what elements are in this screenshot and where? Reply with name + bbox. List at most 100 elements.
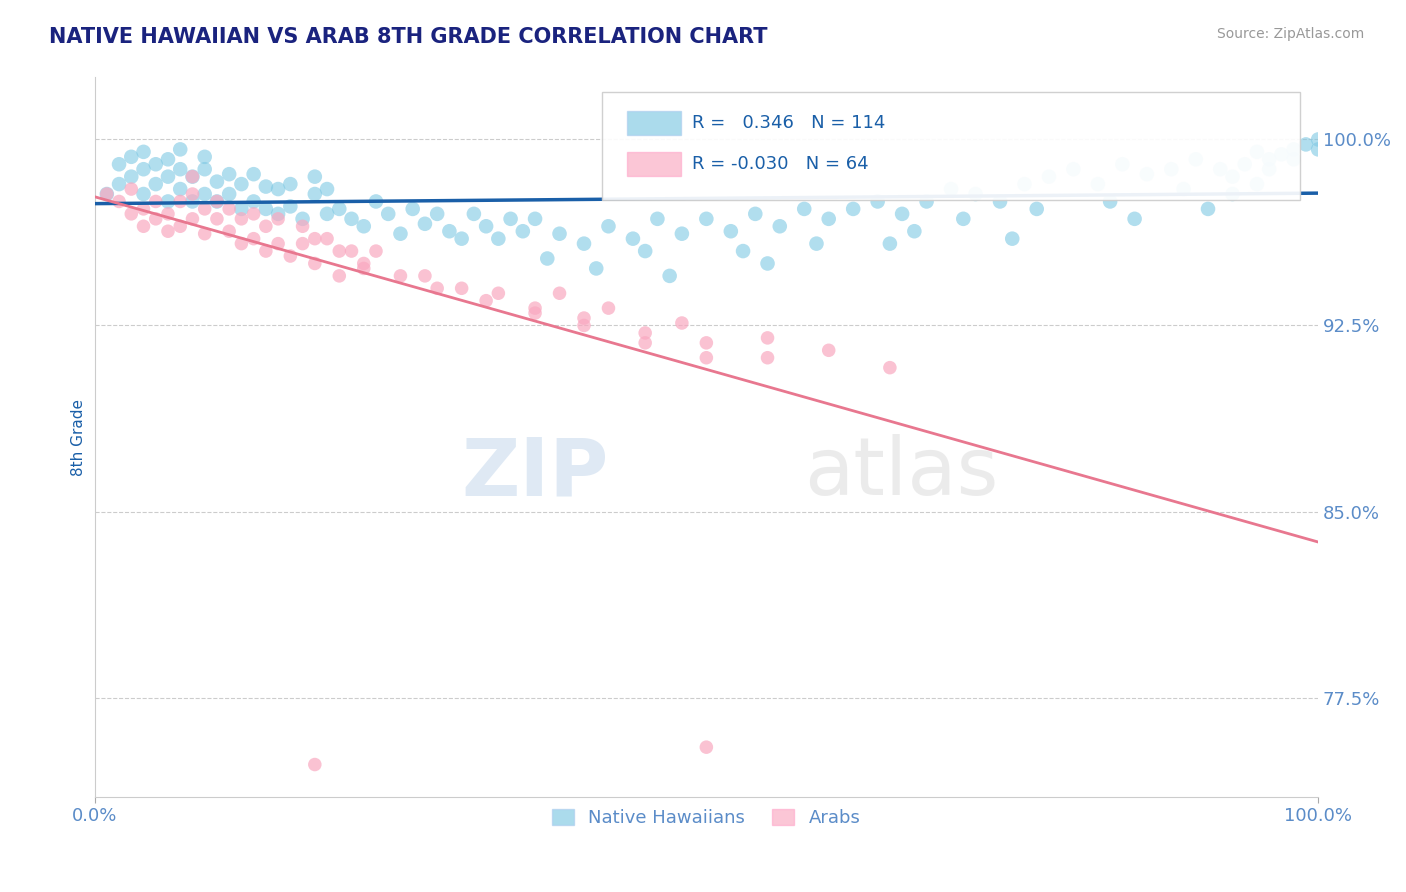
Point <box>304 187 326 202</box>
Point <box>499 211 522 226</box>
Point <box>756 331 779 345</box>
Point <box>1014 177 1036 191</box>
Point <box>267 207 290 221</box>
Point <box>194 202 217 216</box>
Legend: Native Hawaiians, Arabs: Native Hawaiians, Arabs <box>546 802 868 835</box>
Point <box>1136 167 1159 181</box>
Point <box>1001 232 1024 246</box>
FancyBboxPatch shape <box>602 92 1299 200</box>
Point <box>402 202 425 216</box>
Y-axis label: 8th Grade: 8th Grade <box>72 399 86 475</box>
Point <box>205 211 228 226</box>
Point <box>1258 153 1281 167</box>
Point <box>389 268 412 283</box>
Point <box>316 207 339 221</box>
Point <box>377 207 399 221</box>
Point <box>1308 132 1330 146</box>
Point <box>328 268 350 283</box>
Point <box>145 157 167 171</box>
Point <box>291 219 314 234</box>
Point <box>218 224 240 238</box>
Point <box>254 179 277 194</box>
Point <box>218 167 240 181</box>
Point <box>205 194 228 209</box>
Point <box>1160 162 1182 177</box>
Point <box>426 281 449 295</box>
Point <box>598 301 620 315</box>
Point <box>634 326 657 340</box>
Point <box>231 177 253 191</box>
Point <box>254 202 277 216</box>
Point <box>621 232 644 246</box>
Point <box>879 360 901 375</box>
Point <box>156 153 179 167</box>
Point <box>242 207 264 221</box>
Point <box>280 177 302 191</box>
Point <box>328 202 350 216</box>
Point <box>536 252 558 266</box>
Point <box>169 142 191 156</box>
Point <box>1099 194 1122 209</box>
Point <box>218 202 240 216</box>
Text: R =   0.346   N = 114: R = 0.346 N = 114 <box>692 114 884 132</box>
Point <box>817 211 839 226</box>
Point <box>1173 182 1195 196</box>
Point <box>585 261 607 276</box>
Point <box>915 194 938 209</box>
Point <box>181 187 204 202</box>
Point <box>108 177 131 191</box>
Point <box>242 194 264 209</box>
Point <box>304 169 326 184</box>
Point <box>756 256 779 270</box>
Point <box>1308 142 1330 156</box>
Point <box>524 306 547 320</box>
Point <box>671 227 693 241</box>
Point <box>426 207 449 221</box>
Point <box>903 224 925 238</box>
Point <box>280 199 302 213</box>
Point <box>1197 202 1219 216</box>
Point <box>145 211 167 226</box>
Point <box>512 224 534 238</box>
FancyBboxPatch shape <box>627 152 681 176</box>
Point <box>194 150 217 164</box>
Point <box>169 194 191 209</box>
Point <box>842 202 865 216</box>
Point <box>280 249 302 263</box>
Point <box>695 211 717 226</box>
Point <box>572 311 595 326</box>
Point <box>254 219 277 234</box>
Point <box>634 244 657 258</box>
Point <box>486 232 509 246</box>
Point <box>145 177 167 191</box>
Point <box>96 187 118 202</box>
Point <box>108 157 131 171</box>
Point <box>524 301 547 315</box>
Point <box>304 757 326 772</box>
Point <box>879 236 901 251</box>
Point <box>769 219 792 234</box>
Point <box>156 194 179 209</box>
Point <box>1222 187 1244 202</box>
Point <box>413 268 436 283</box>
Point <box>304 256 326 270</box>
Point <box>450 232 472 246</box>
Point <box>965 187 987 202</box>
Point <box>132 219 155 234</box>
Point <box>1184 153 1206 167</box>
Point <box>132 162 155 177</box>
Point <box>450 281 472 295</box>
Text: Source: ZipAtlas.com: Source: ZipAtlas.com <box>1216 27 1364 41</box>
Point <box>169 182 191 196</box>
Point <box>96 187 118 202</box>
Text: NATIVE HAWAIIAN VS ARAB 8TH GRADE CORRELATION CHART: NATIVE HAWAIIAN VS ARAB 8TH GRADE CORREL… <box>49 27 768 46</box>
Point <box>120 150 142 164</box>
Point <box>695 351 717 365</box>
Point <box>695 335 717 350</box>
Point <box>1062 162 1084 177</box>
Point <box>353 256 375 270</box>
Point <box>817 343 839 358</box>
Point <box>205 175 228 189</box>
Point <box>548 286 571 301</box>
Point <box>328 244 350 258</box>
